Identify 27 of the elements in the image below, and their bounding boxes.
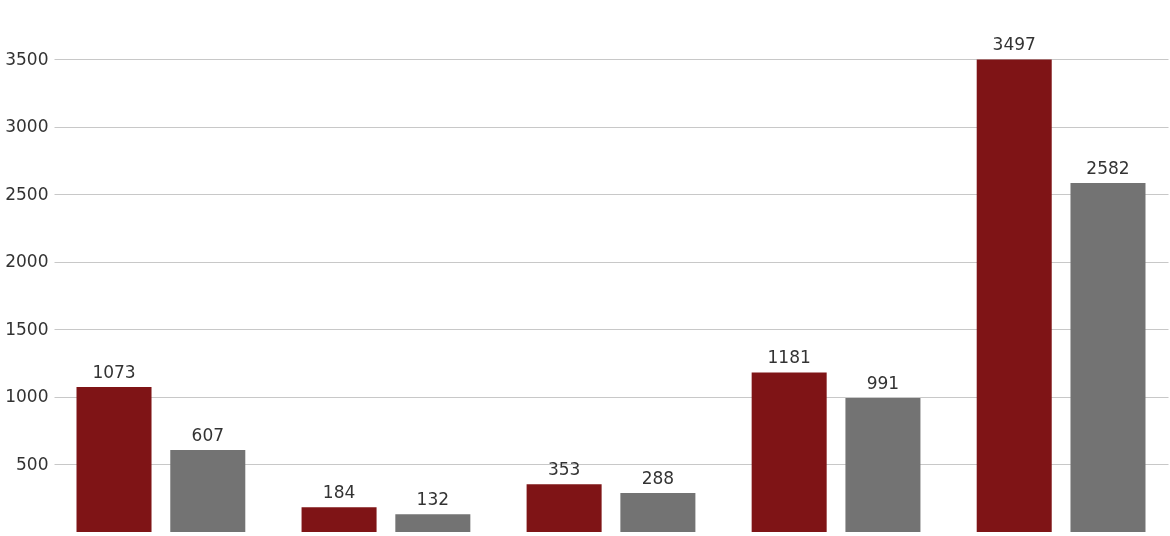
data-label: 184 [322,482,356,503]
bar [170,449,246,532]
bar [1070,183,1146,532]
y-tick-label: 1500 [5,318,49,339]
y-tick-label: 2500 [5,183,49,204]
y-tick-label: 3500 [5,48,49,69]
bar [620,493,696,532]
data-label: 288 [641,468,675,489]
data-label: 607 [191,424,225,445]
bar [76,386,152,532]
data-label: 353 [547,459,581,480]
data-label: 2582 [1086,158,1130,179]
bar [845,398,921,532]
data-label: 1073 [92,361,136,382]
data-label: 1181 [767,347,811,368]
y-tick-label: 3000 [5,116,49,137]
bar [526,484,602,532]
y-tick-label: 1000 [5,386,49,407]
bar [751,372,827,532]
data-label: 3497 [992,34,1036,55]
data-label: 991 [866,373,900,394]
y-tick-label: 2000 [5,251,49,272]
data-label: 132 [416,489,450,510]
bar [976,59,1052,532]
bar [301,507,377,532]
bar [395,514,471,532]
y-tick-label: 500 [16,453,49,474]
